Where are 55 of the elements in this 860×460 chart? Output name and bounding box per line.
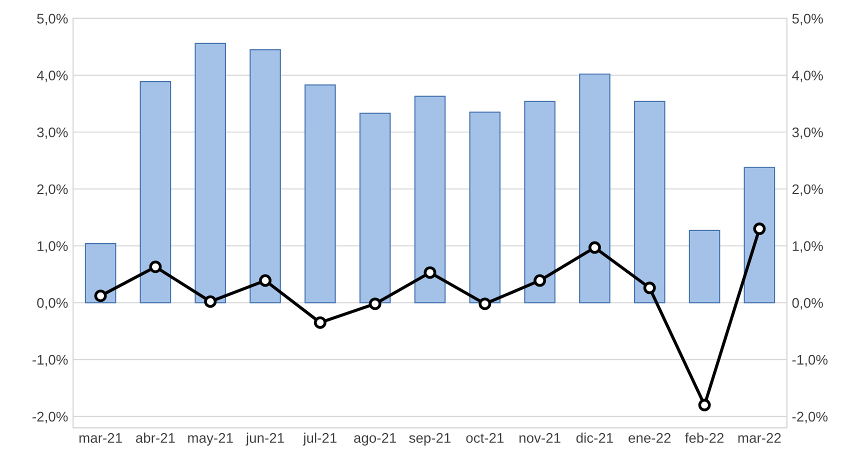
point <box>368 298 382 310</box>
x-tick-label: may-21 <box>188 433 233 446</box>
y2-tick-label: 2,0% <box>792 184 823 196</box>
bar <box>84 243 116 304</box>
bar <box>744 166 776 304</box>
point <box>94 290 107 302</box>
y2-tick-label: 1,0% <box>792 241 823 253</box>
point <box>478 298 492 310</box>
x-tick-label: ago-21 <box>354 433 396 446</box>
y2-tick-label: 4,0% <box>792 70 823 82</box>
bar <box>524 100 556 304</box>
x-tick-label: oct-21 <box>466 433 504 443</box>
y2-tick-label: 3,0% <box>792 127 823 139</box>
x-tick-label: jun-21 <box>246 432 284 446</box>
bar <box>304 84 336 304</box>
y-tick-label: 4,0% <box>36 70 68 82</box>
bar <box>140 80 172 304</box>
y-tick-label: 1,0% <box>38 241 68 253</box>
point <box>753 222 766 236</box>
x-tick-label: sep-21 <box>409 433 451 446</box>
x-tick-label: jul-21 <box>302 432 336 446</box>
y2-tick-label: 5,0% <box>792 14 823 26</box>
point <box>588 241 601 254</box>
y2-tick-label: -1,0% <box>792 354 828 366</box>
y-tick-label: 5,0% <box>37 14 68 26</box>
x-tick-label: nov-21 <box>520 433 560 443</box>
point <box>314 316 326 329</box>
bar <box>359 112 391 304</box>
x-tick-label: feb-22 <box>685 432 724 443</box>
bar <box>469 112 501 304</box>
y-tick-label: 3,0% <box>37 127 68 139</box>
y-tick-label: 0,0% <box>37 298 68 310</box>
x-tick-label: dic-21 <box>576 432 613 443</box>
point <box>259 274 272 287</box>
bar <box>250 49 281 304</box>
y-tick-label: -1,0% <box>32 354 68 366</box>
point <box>424 266 436 279</box>
bar <box>414 96 446 304</box>
point <box>149 260 162 274</box>
x-tick-label: mar-21 <box>79 433 122 443</box>
point <box>204 295 217 308</box>
bar <box>688 230 720 304</box>
x-tick-label: ene-22 <box>628 433 671 443</box>
bar <box>194 42 226 304</box>
point <box>534 274 546 287</box>
point <box>643 282 656 294</box>
y2-tick-label: -2,0% <box>792 412 828 424</box>
bar <box>579 74 610 304</box>
bar <box>634 100 666 304</box>
y-tick-label: -2,0% <box>32 412 68 424</box>
y-tick-label: 2,0% <box>37 184 68 196</box>
x-tick-label: mar-22 <box>738 433 781 443</box>
x-tick-label: abr-21 <box>136 432 175 443</box>
y2-tick-label: 0,0% <box>792 298 823 310</box>
point <box>698 398 711 412</box>
